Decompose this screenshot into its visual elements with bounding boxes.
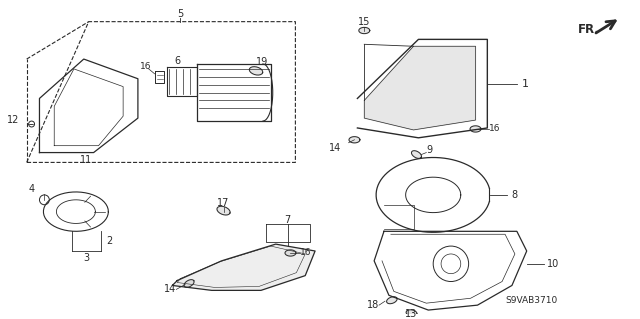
Text: 18: 18 <box>367 300 379 310</box>
Polygon shape <box>412 151 422 159</box>
Text: 16: 16 <box>140 63 152 71</box>
Text: 14: 14 <box>330 143 342 153</box>
Text: 9: 9 <box>426 145 433 155</box>
Text: S9VAB3710: S9VAB3710 <box>506 296 557 305</box>
Text: 14: 14 <box>164 285 176 294</box>
Text: 5: 5 <box>177 9 183 19</box>
Text: 1: 1 <box>522 79 529 89</box>
Text: 13: 13 <box>405 309 418 319</box>
Polygon shape <box>349 137 360 143</box>
Text: 10: 10 <box>547 259 559 269</box>
Text: 7: 7 <box>284 214 291 225</box>
Polygon shape <box>172 244 315 290</box>
Text: 16: 16 <box>300 249 312 257</box>
Text: 15: 15 <box>358 17 371 27</box>
Polygon shape <box>470 126 481 132</box>
Polygon shape <box>217 206 230 215</box>
Polygon shape <box>364 46 476 130</box>
Text: 4: 4 <box>28 184 35 194</box>
Polygon shape <box>184 280 194 287</box>
Text: 16: 16 <box>490 124 501 133</box>
Text: 3: 3 <box>84 253 90 263</box>
Text: 17: 17 <box>218 198 230 208</box>
Text: 12: 12 <box>8 115 20 125</box>
Text: 8: 8 <box>511 190 517 200</box>
Polygon shape <box>359 27 370 33</box>
Text: 11: 11 <box>79 155 92 166</box>
Polygon shape <box>406 310 417 316</box>
Text: 6: 6 <box>174 56 180 66</box>
Polygon shape <box>250 67 262 75</box>
Polygon shape <box>285 250 296 256</box>
Text: 2: 2 <box>106 236 113 246</box>
Text: FR.: FR. <box>578 23 600 36</box>
Polygon shape <box>387 297 397 304</box>
Text: 19: 19 <box>256 57 268 67</box>
